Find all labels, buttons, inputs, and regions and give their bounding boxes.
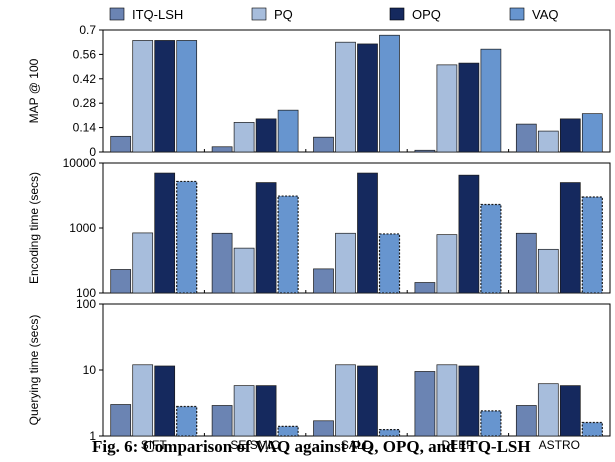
y-tick-label: 10000	[63, 156, 97, 170]
bar-astro-pq	[537, 130, 559, 153]
y-tick-label: 0	[89, 145, 96, 159]
figure-caption: Fig. 6: Comparison of VAQ against PQ, OP…	[92, 437, 531, 456]
bar-deep-pq	[436, 64, 458, 153]
bar-sift-itq-lsh	[110, 404, 132, 437]
bar-sift-vaq	[176, 180, 198, 294]
bar-astro-itq-lsh	[515, 123, 537, 153]
bar-sald-opq	[357, 43, 378, 153]
bar-sift-vaq	[176, 40, 198, 153]
bar-sald-vaq	[378, 233, 401, 294]
bar-sald-itq-lsh	[313, 136, 334, 153]
bar-sift-pq	[132, 40, 154, 153]
bar-astro-opq	[559, 385, 581, 437]
bar-seismic-pq	[233, 247, 255, 294]
category-label-deep: DEEP	[442, 438, 475, 452]
bar-sald-opq	[357, 172, 378, 294]
legend: ITQ-LSH PQ OPQ VAQ	[109, 7, 559, 22]
legend-swatch-itq-lsh	[109, 7, 125, 21]
y-tick-label: 0.42	[73, 72, 97, 86]
panel-3: 1 10 100 Querying time (secs) SIFT SEISMIC SAL…	[27, 297, 611, 452]
bar-sift-pq	[132, 232, 154, 294]
bar-seismic-itq-lsh	[211, 232, 233, 294]
category-label-astro: ASTRO	[539, 438, 580, 452]
bar-deep-pq	[436, 234, 458, 294]
legend-label-pq: PQ	[274, 7, 293, 22]
y-tick-label: 10	[83, 363, 97, 377]
bar-sift-pq	[132, 364, 154, 437]
bar-sift-opq	[154, 40, 176, 153]
bar-seismic-opq	[255, 385, 277, 437]
legend-label-opq: OPQ	[412, 7, 441, 22]
bar-sift-vaq	[176, 405, 198, 437]
bar-astro-pq	[537, 383, 559, 437]
category-label-sald: SALD	[341, 438, 373, 452]
bar-deep-itq-lsh	[414, 149, 436, 153]
y-tick-label: 100	[76, 286, 96, 300]
bar-seismic-vaq	[277, 109, 299, 153]
bar-astro-opq	[559, 118, 581, 153]
bar-deep-opq	[458, 62, 480, 153]
panel-1: 0 0.14 0.28 0.42 0.56 0.7 MAP @ 100	[27, 23, 611, 159]
bar-deep-vaq	[480, 410, 502, 437]
y-axis-label: Encoding time (secs)	[27, 172, 41, 284]
y-tick-label: 1	[89, 429, 96, 443]
legend-label-itq-lsh: ITQ-LSH	[132, 7, 183, 22]
bar-deep-vaq	[480, 203, 502, 294]
bar-seismic-vaq	[277, 425, 299, 437]
bar-sald-itq-lsh	[313, 268, 334, 294]
y-tick-label: 0.7	[79, 23, 96, 37]
bar-seismic-pq	[233, 122, 255, 153]
legend-label-vaq: VAQ	[532, 7, 559, 22]
y-tick-label: 0.56	[73, 47, 97, 61]
bar-sald-pq	[335, 232, 356, 294]
bar-astro-pq	[537, 248, 559, 294]
bar-sald-pq	[335, 41, 356, 153]
bar-sift-itq-lsh	[110, 269, 132, 294]
y-tick-label: 0.28	[73, 96, 97, 110]
bar-astro-vaq	[581, 421, 603, 437]
bar-sald-pq	[335, 364, 356, 437]
legend-swatch-opq	[389, 7, 405, 21]
legend-swatch-vaq	[509, 7, 525, 21]
y-tick-label: 100	[76, 297, 96, 311]
bar-deep-itq-lsh	[414, 282, 436, 294]
bar-seismic-opq	[255, 182, 277, 294]
bar-seismic-itq-lsh	[211, 146, 233, 153]
category-label-sift: SIFT	[141, 438, 168, 452]
bar-sald-vaq	[378, 429, 401, 437]
bar-sald-opq	[357, 365, 378, 437]
y-axis-label: MAP @ 100	[27, 58, 41, 123]
bar-sald-vaq	[379, 34, 400, 153]
bar-seismic-opq	[255, 118, 277, 153]
bar-astro-opq	[559, 182, 581, 294]
bar-seismic-vaq	[277, 195, 299, 294]
panel-frame	[102, 29, 611, 153]
bar-seismic-pq	[233, 385, 255, 437]
legend-swatch-pq	[251, 7, 267, 21]
bar-seismic-itq-lsh	[211, 405, 233, 437]
bar-deep-itq-lsh	[414, 371, 436, 437]
bar-astro-itq-lsh	[515, 405, 537, 437]
category-label-seismic: SEISMIC	[230, 438, 280, 452]
bar-astro-vaq	[581, 196, 603, 294]
bar-astro-vaq	[581, 113, 603, 153]
bar-sift-opq	[154, 172, 176, 294]
y-tick-label: 0.14	[73, 121, 97, 135]
y-axis-label: Querying time (secs)	[27, 315, 41, 426]
panel-2: 100 1000 10000 Encoding time (secs)	[27, 156, 611, 300]
bar-sald-itq-lsh	[313, 420, 334, 437]
bar-deep-pq	[436, 364, 458, 437]
bar-deep-opq	[458, 365, 480, 437]
bar-sift-opq	[154, 365, 176, 437]
bar-astro-itq-lsh	[515, 232, 537, 294]
y-tick-label: 1000	[69, 221, 96, 235]
bar-sift-itq-lsh	[110, 135, 132, 153]
bar-deep-opq	[458, 174, 480, 294]
bar-deep-vaq	[480, 48, 502, 153]
